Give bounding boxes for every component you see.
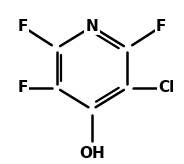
Text: OH: OH — [79, 146, 105, 161]
Text: F: F — [18, 80, 28, 95]
Text: F: F — [156, 19, 166, 34]
Text: Cl: Cl — [158, 80, 174, 95]
Text: F: F — [18, 19, 28, 34]
Text: N: N — [86, 19, 98, 34]
